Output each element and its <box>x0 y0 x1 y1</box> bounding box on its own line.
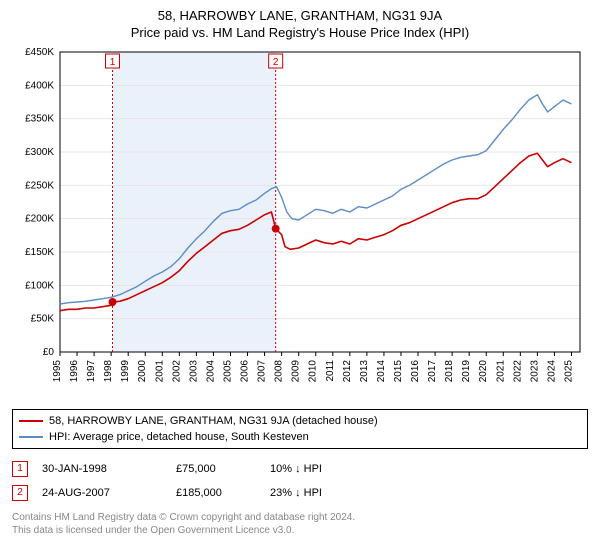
svg-text:£300K: £300K <box>25 147 54 158</box>
svg-text:1996: 1996 <box>69 360 80 383</box>
svg-text:2003: 2003 <box>188 360 199 383</box>
svg-text:2014: 2014 <box>376 360 387 383</box>
legend-label: HPI: Average price, detached house, Sout… <box>49 429 309 445</box>
svg-text:2017: 2017 <box>427 360 438 383</box>
chart-subtitle: Price paid vs. HM Land Registry's House … <box>12 25 588 40</box>
svg-text:2025: 2025 <box>563 360 574 383</box>
event-date: 30-JAN-1998 <box>42 457 162 481</box>
svg-text:£250K: £250K <box>25 180 54 191</box>
svg-text:2000: 2000 <box>137 360 148 383</box>
svg-text:2018: 2018 <box>444 360 455 383</box>
svg-text:2001: 2001 <box>154 360 165 383</box>
svg-text:1999: 1999 <box>120 360 131 383</box>
svg-text:2020: 2020 <box>478 360 489 383</box>
svg-text:£450K: £450K <box>25 47 54 58</box>
svg-text:£150K: £150K <box>25 247 54 258</box>
event-price: £75,000 <box>176 457 256 481</box>
event-diff: 10% ↓ HPI <box>270 457 588 481</box>
legend-label: 58, HARROWBY LANE, GRANTHAM, NG31 9JA (d… <box>49 413 378 429</box>
copyright: Contains HM Land Registry data © Crown c… <box>12 511 588 537</box>
legend-item: 58, HARROWBY LANE, GRANTHAM, NG31 9JA (d… <box>19 413 581 429</box>
legend-box: 58, HARROWBY LANE, GRANTHAM, NG31 9JA (d… <box>12 409 588 449</box>
event-diff: 23% ↓ HPI <box>270 481 588 505</box>
legend-swatch <box>19 436 43 438</box>
event-date: 24-AUG-2007 <box>42 481 162 505</box>
svg-text:2016: 2016 <box>410 360 421 383</box>
svg-text:2005: 2005 <box>222 360 233 383</box>
svg-text:£50K: £50K <box>31 314 55 325</box>
svg-text:2011: 2011 <box>325 360 336 382</box>
svg-text:2004: 2004 <box>205 360 216 383</box>
svg-text:£350K: £350K <box>25 114 54 125</box>
svg-text:1998: 1998 <box>103 360 114 383</box>
svg-text:2022: 2022 <box>512 360 523 383</box>
svg-text:2009: 2009 <box>291 360 302 383</box>
event-row: 1 30-JAN-1998 £75,000 10% ↓ HPI <box>12 457 588 481</box>
events-table: 1 30-JAN-1998 £75,000 10% ↓ HPI 2 24-AUG… <box>12 457 588 505</box>
svg-text:2012: 2012 <box>342 360 353 383</box>
svg-text:2006: 2006 <box>240 360 251 383</box>
svg-text:2024: 2024 <box>546 360 557 383</box>
svg-text:£0: £0 <box>43 347 55 358</box>
event-row: 2 24-AUG-2007 £185,000 23% ↓ HPI <box>12 481 588 505</box>
svg-text:1997: 1997 <box>86 360 97 383</box>
copyright-line: This data is licensed under the Open Gov… <box>12 524 588 537</box>
svg-text:2013: 2013 <box>359 360 370 383</box>
svg-text:£400K: £400K <box>25 80 54 91</box>
chart-svg: £0 £50K £100K £150K £200K £250K £300K £350K £400… <box>12 46 588 394</box>
svg-text:2010: 2010 <box>308 360 319 383</box>
svg-text:2023: 2023 <box>529 360 540 383</box>
svg-text:2015: 2015 <box>393 360 404 383</box>
svg-text:2007: 2007 <box>257 360 268 383</box>
event-price: £185,000 <box>176 481 256 505</box>
svg-text:1995: 1995 <box>52 360 63 383</box>
svg-text:2002: 2002 <box>171 360 182 383</box>
event-marker: 1 <box>12 461 28 477</box>
svg-text:£100K: £100K <box>25 280 54 291</box>
line-chart: £0 £50K £100K £150K £200K £250K £300K £350K £400… <box>12 46 588 399</box>
svg-text:2008: 2008 <box>274 360 285 383</box>
chart-title: 58, HARROWBY LANE, GRANTHAM, NG31 9JA <box>12 8 588 23</box>
legend-swatch <box>19 420 43 422</box>
event-marker: 2 <box>12 485 28 501</box>
copyright-line: Contains HM Land Registry data © Crown c… <box>12 511 588 524</box>
svg-text:2: 2 <box>273 57 279 68</box>
svg-text:1: 1 <box>110 57 116 68</box>
svg-text:2021: 2021 <box>495 360 506 383</box>
svg-text:£200K: £200K <box>25 214 54 225</box>
svg-text:2019: 2019 <box>461 360 472 383</box>
legend-item: HPI: Average price, detached house, Sout… <box>19 429 581 445</box>
